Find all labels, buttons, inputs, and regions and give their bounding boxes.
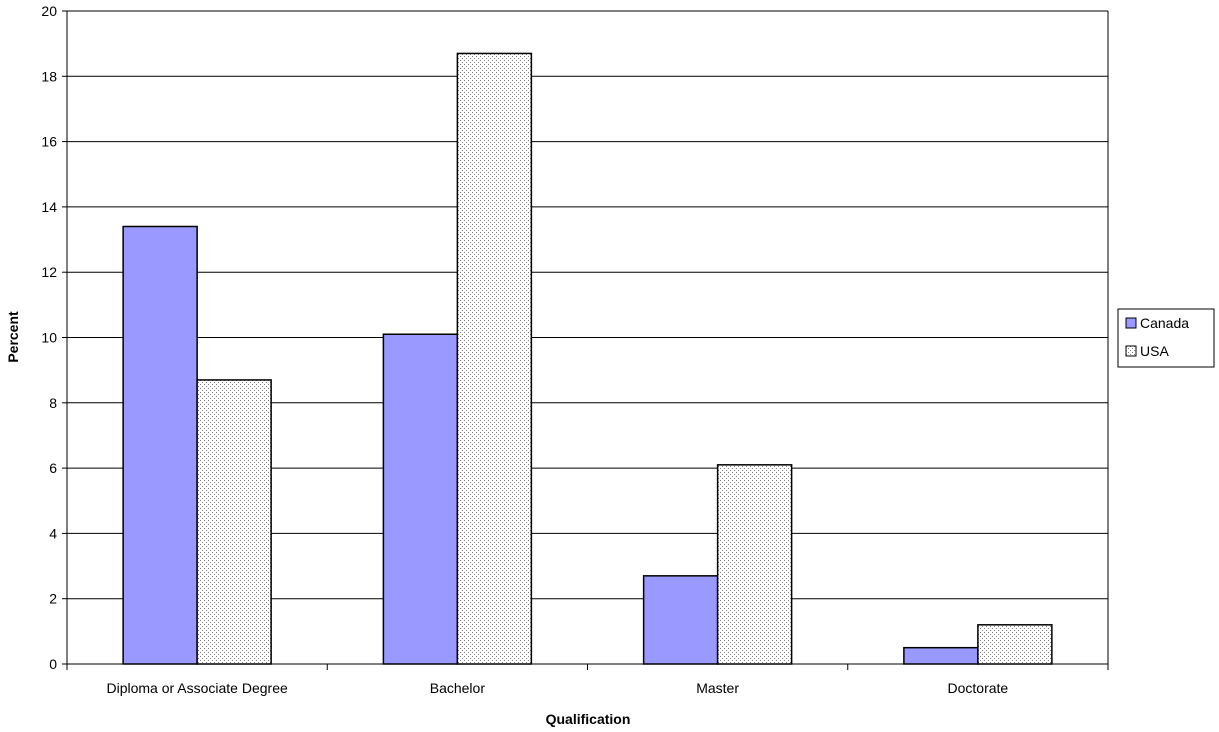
y-tick-label: 10 [41,330,57,346]
legend-swatch-usa [1125,345,1137,357]
y-tick-label: 20 [41,3,57,19]
bar-usa-3 [716,464,793,665]
y-tick-label: 12 [41,264,57,280]
x-axis-title: Qualification [546,711,631,727]
bar-canada-2 [382,333,459,665]
y-tick-label: 8 [49,395,57,411]
legend-label-usa: USA [1140,343,1169,359]
bar-usa-4 [977,624,1053,665]
axes [62,10,1109,670]
y-tick-label: 0 [49,656,57,672]
bar-usa-2 [456,52,533,665]
y-tick-label: 4 [49,525,57,541]
bar-usa-1 [196,379,272,665]
y-axis-title: Percent [5,311,21,363]
y-tick-label: 6 [49,460,57,476]
bars [122,52,1053,665]
bar-canada-4 [903,646,979,665]
legend-label-canada: Canada [1140,315,1189,331]
y-tick-label: 2 [49,591,57,607]
y-tick-labels: 0 2 4 6 8 10 12 14 16 18 20 [41,3,57,672]
legend: Canada USA [1117,308,1215,368]
x-tick-label: Master [696,680,739,696]
x-tick-labels: Diploma or Associate Degree Bachelor Maste… [106,680,1008,696]
y-tick-label: 18 [41,68,57,84]
y-tick-label: 14 [41,199,57,215]
legend-swatch-canada [1125,317,1137,329]
x-tick-label: Doctorate [948,680,1009,696]
bar-canada-3 [642,575,719,665]
x-tick-label: Bachelor [430,680,486,696]
y-tick-label: 16 [41,134,57,150]
x-tick-label: Diploma or Associate Degree [106,680,288,696]
bar-canada-1 [122,225,198,665]
